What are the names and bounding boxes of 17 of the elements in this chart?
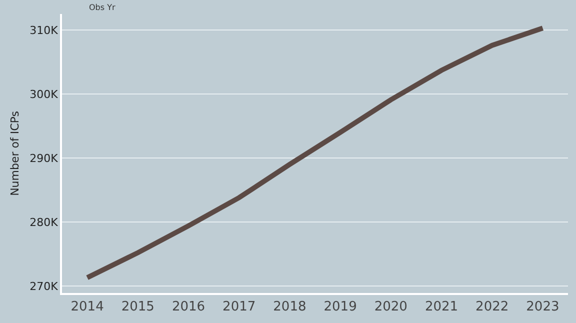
x-tick-label: 2019 <box>324 300 357 315</box>
y-tick-label: 310K <box>30 24 59 37</box>
x-tick-label: 2021 <box>424 300 458 315</box>
y-tick-label: 270K <box>30 280 59 293</box>
x-axis-title: Obs Yr <box>89 3 116 12</box>
y-tick-label: 300K <box>30 88 59 101</box>
x-tick-label: 2020 <box>374 300 408 315</box>
x-tick-label: 2016 <box>172 300 206 315</box>
y-tick-label: 290K <box>30 152 59 165</box>
x-tick-label: 2018 <box>273 300 306 315</box>
x-tick-label: 2014 <box>70 300 104 315</box>
x-tick-label: 2017 <box>222 300 256 315</box>
x-tick-label: 2022 <box>476 300 509 315</box>
x-tick-label: 2023 <box>526 300 560 315</box>
x-tick-label: 2015 <box>121 300 154 315</box>
y-axis-title: Number of ICPs <box>8 110 22 196</box>
y-tick-label: 280K <box>30 216 59 229</box>
